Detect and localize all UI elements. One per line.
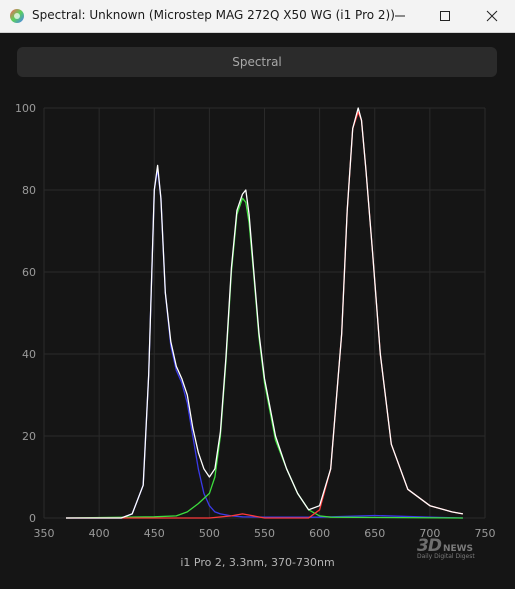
y-tick-label: 80	[22, 184, 36, 197]
spectral-chart: 350 400 450 500 550 600 650 700 750 0 20 40 60 80 100	[15, 102, 496, 540]
title-bar: Spectral: Unknown (Microstep MAG 272Q X5…	[0, 0, 515, 33]
y-tick-label: 40	[22, 348, 36, 361]
chart-caption: i1 Pro 2, 3.3nm, 370-730nm	[180, 556, 335, 569]
x-tick-label: 400	[89, 527, 110, 540]
window-title: Spectral: Unknown (Microstep MAG 272Q X5…	[32, 8, 395, 22]
watermark-news: NEWS	[442, 544, 474, 554]
watermark-logo: 3D NEWS Daily Digital Digest	[417, 536, 475, 560]
y-tick-label: 0	[29, 512, 36, 525]
y-tick-label: 100	[15, 102, 36, 115]
close-icon	[486, 10, 498, 22]
x-tick-label: 650	[364, 527, 385, 540]
x-tick-label: 450	[144, 527, 165, 540]
app-icon	[10, 9, 24, 23]
minimize-icon	[395, 15, 405, 17]
maximize-button[interactable]	[422, 0, 468, 32]
x-tick-label: 750	[475, 527, 496, 540]
minimize-button[interactable]	[377, 0, 423, 32]
close-button[interactable]	[469, 0, 515, 32]
tab-spectral[interactable]: Spectral	[17, 47, 497, 77]
maximize-icon	[440, 11, 450, 21]
y-tick-label: 20	[22, 430, 36, 443]
y-tick-label: 60	[22, 266, 36, 279]
x-tick-label: 350	[34, 527, 55, 540]
x-tick-label: 700	[419, 527, 440, 540]
x-tick-label: 600	[309, 527, 330, 540]
x-tick-label: 500	[199, 527, 220, 540]
watermark-tagline: Daily Digital Digest	[417, 553, 475, 560]
watermark-3d: 3D	[417, 536, 442, 556]
x-tick-label: 550	[254, 527, 275, 540]
series-total-line	[66, 107, 464, 519]
